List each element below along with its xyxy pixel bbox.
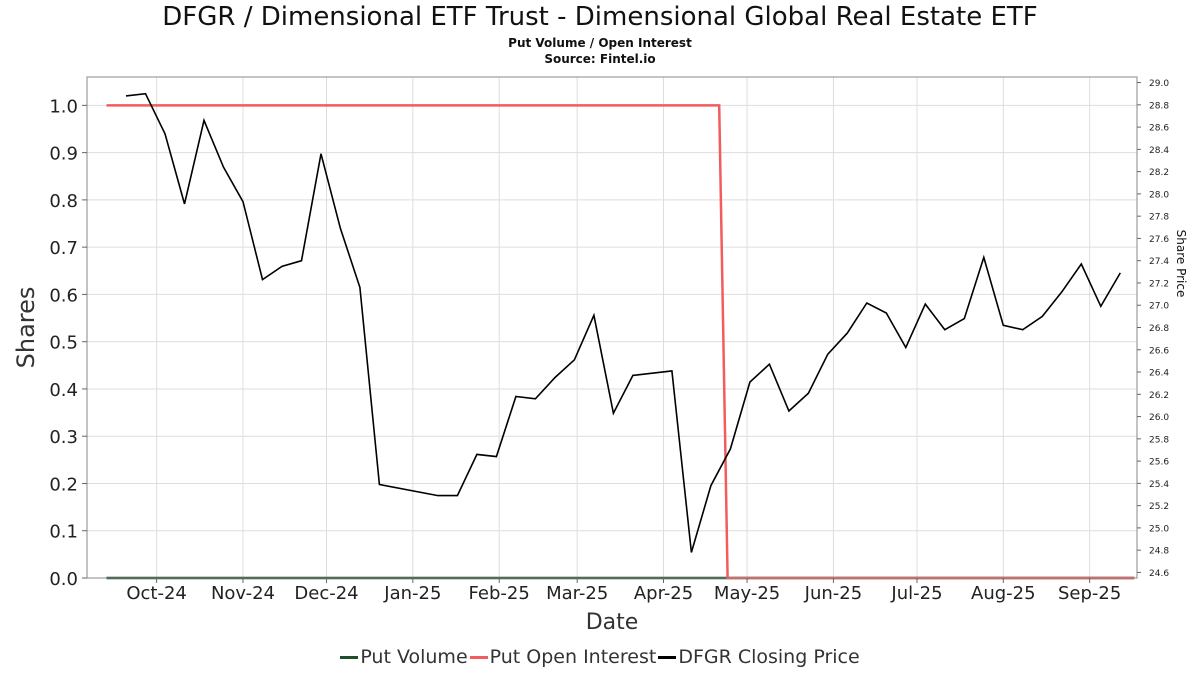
y-tick-label: 0.5	[49, 333, 78, 354]
legend-label: Put Open Interest	[489, 646, 657, 668]
legend-item-put-open-interest: Put Open Interest	[469, 646, 657, 668]
y2-tick-label: 27.6	[1149, 235, 1169, 245]
legend-item-closing-price: DFGR Closing Price	[658, 646, 860, 668]
y2-tick-label: 25.0	[1149, 524, 1169, 534]
y2-tick-label: 26.8	[1149, 324, 1169, 334]
y-tick-label: 0.9	[49, 144, 78, 165]
legend-label: Put Volume	[360, 646, 468, 668]
x-tick-label: Feb-25	[469, 583, 530, 604]
y2-tick-label: 26.0	[1149, 413, 1169, 423]
y2-axis-label: Share Price	[1174, 230, 1188, 298]
y2-tick-label: 26.2	[1149, 391, 1169, 401]
y2-tick-label: 26.6	[1149, 346, 1169, 356]
legend-item-put-volume: Put Volume	[340, 646, 468, 668]
x-tick-label: Dec-24	[294, 583, 358, 604]
legend-swatch	[469, 655, 488, 659]
y2-tick-label: 28.6	[1149, 124, 1169, 134]
x-tick-label: Apr-25	[634, 583, 693, 604]
x-tick-label: Jul-25	[890, 583, 942, 604]
y2-tick-label: 25.8	[1149, 435, 1169, 445]
x-tick-label: May-25	[714, 583, 780, 604]
chart-subtitle: Put Volume / Open Interest	[508, 36, 692, 50]
x-tick-label: Jun-25	[804, 583, 863, 604]
y-tick-label: 0.4	[49, 380, 78, 401]
y2-tick-label: 24.6	[1149, 569, 1169, 579]
x-axis-label: Date	[586, 610, 639, 635]
y2-tick-label: 29.0	[1149, 79, 1169, 89]
y-tick-label: 0.2	[49, 474, 78, 495]
y-tick-label: 0.8	[49, 191, 78, 212]
y2-tick-label: 27.4	[1149, 257, 1169, 267]
y2-tick-label: 24.8	[1149, 547, 1169, 557]
y-axis-label: Shares	[12, 287, 40, 369]
legend-swatch	[658, 655, 677, 659]
y2-tick-label: 27.8	[1149, 213, 1169, 223]
y2-tick-label: 26.4	[1149, 369, 1169, 379]
y2-tick-label: 28.0	[1149, 190, 1169, 200]
closing-price-line	[125, 92, 1121, 553]
y2-tick-label: 27.2	[1149, 279, 1169, 289]
x-tick-label: Nov-24	[211, 583, 275, 604]
y-tick-label: 0.0	[49, 569, 78, 590]
x-tick-label: Mar-25	[546, 583, 608, 604]
legend-label: DFGR Closing Price	[678, 646, 860, 668]
y2-tick-label: 25.6	[1149, 458, 1169, 468]
y2-tick-label: 27.0	[1149, 302, 1169, 312]
legend-swatch	[340, 655, 359, 659]
x-tick-label: Aug-25	[971, 583, 1036, 604]
x-tick-label: Sep-25	[1058, 583, 1121, 604]
y-tick-label: 0.1	[49, 522, 78, 543]
y2-tick-label: 25.4	[1149, 480, 1169, 490]
y2-tick-label: 28.8	[1149, 101, 1169, 111]
y2-tick-label: 25.2	[1149, 502, 1169, 512]
x-tick-label: Oct-24	[126, 583, 187, 604]
chart-title: DFGR / Dimensional ETF Trust - Dimension…	[162, 2, 1038, 32]
y-tick-label: 0.3	[49, 427, 78, 448]
chart-svg: 0.0 0.1 0.2 0.3 0.4 0.5 0.6 0.7 0.8 0.9 1.0 24.6 24.…	[12, 76, 1188, 635]
y2-tick-label: 28.4	[1149, 146, 1169, 156]
y-tick-label: 1.0	[49, 96, 78, 117]
y-tick-label: 0.6	[49, 285, 78, 306]
chart-source: Source: Fintel.io	[544, 52, 656, 66]
y-tick-label: 0.7	[49, 238, 78, 259]
y2-tick-label: 28.2	[1149, 168, 1169, 178]
x-tick-label: Jan-25	[383, 583, 441, 604]
legend: Put Volume Put Open Interest DFGR Closin…	[0, 646, 1200, 668]
